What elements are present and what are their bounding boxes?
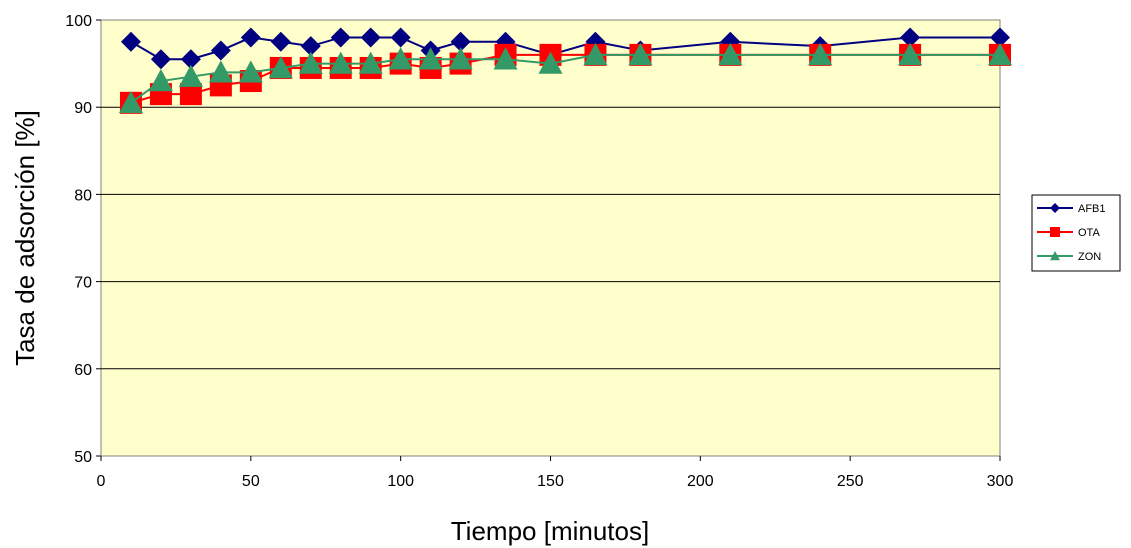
legend-marker-zon [1050,251,1060,261]
data-point-zon [268,55,293,79]
data-point-afb1 [900,27,921,48]
data-point-zon [583,42,608,66]
plot-area [100,19,1001,457]
legend-label-afb1: AFB1 [1078,203,1106,215]
legend-label-zon: ZON [1078,251,1101,263]
legend: AFB1 OTA ZON [1031,194,1121,272]
data-point-zon [328,51,353,74]
x-tick-label: 0 [97,473,106,490]
data-point-zon [418,47,443,70]
data-point-zon [628,42,653,66]
gridlines [96,19,1001,461]
data-point-afb1 [360,27,381,48]
y-tick-label: 80 [74,187,92,204]
data-point-zon [358,51,383,74]
data-point-afb1 [180,49,201,70]
y-tick-label: 70 [74,275,92,292]
x-tick-label: 150 [537,473,564,490]
data-point-afb1 [990,27,1010,48]
data-point-zon [718,42,743,66]
data-point-zon [448,47,473,70]
y-tick-labels: 50 60 70 80 90 100 [65,13,92,466]
data-point-zon [148,69,173,92]
legend-marker-ota [1050,227,1060,237]
series-zon [118,42,1012,114]
data-point-zon [898,42,923,66]
data-point-ota [179,83,202,106]
data-point-zon [178,64,203,87]
data-point-afb1 [300,36,321,57]
x-axis-title: Tiempo [minutos] [451,516,649,546]
data-point-zon [538,51,563,74]
data-point-zon [493,47,518,70]
y-axis-title: Tasa de adsorción [%] [10,110,40,366]
data-point-zon [238,60,263,83]
x-tick-label: 250 [837,473,864,490]
data-point-zon [298,51,323,74]
data-point-zon [808,42,833,66]
data-point-zon [118,90,143,114]
x-tick-labels: 0 50 100 150 200 250 300 [97,473,1014,490]
data-point-afb1 [330,27,351,48]
y-tick-label: 90 [74,100,92,117]
data-point-afb1 [390,27,411,48]
series-group [118,27,1012,114]
data-point-afb1 [120,31,141,52]
data-point-afb1 [450,31,471,52]
y-tick-label: 60 [74,362,92,379]
x-tick-label: 300 [987,473,1014,490]
data-point-afb1 [240,27,261,48]
legend-marker-afb1 [1050,203,1060,213]
data-point-afb1 [150,49,171,70]
data-point-afb1 [270,31,291,52]
data-point-zon [988,42,1012,66]
y-tick-label: 100 [65,13,92,30]
x-tick-label: 50 [242,473,260,490]
data-point-zon [388,47,413,70]
x-tick-label: 100 [387,473,414,490]
x-tick-label: 200 [687,473,714,490]
y-tick-label: 50 [74,449,92,466]
data-point-afb1 [210,40,231,61]
legend-label-ota: OTA [1078,227,1100,239]
data-point-zon [208,60,233,83]
